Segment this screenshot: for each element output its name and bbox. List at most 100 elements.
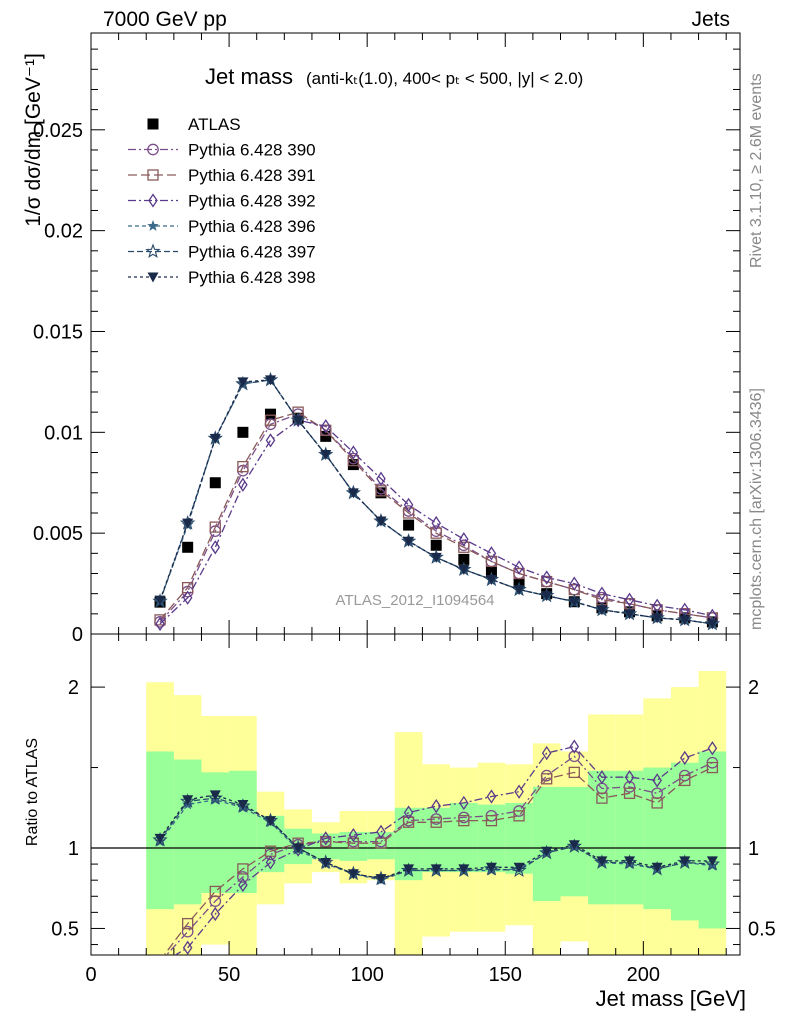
ratio-point-5-14 — [541, 846, 553, 857]
ratio-point-2-0 — [156, 958, 164, 970]
ratio-point-5-9 — [403, 864, 415, 875]
mcplots-source-label: mcplots.cern.ch [arXiv:1306.3436] — [748, 388, 765, 630]
ratio-point-1-9 — [402, 816, 415, 828]
plot-title: Jet mass — [205, 64, 293, 89]
ratio-point-1-20 — [706, 761, 719, 774]
legend-label-4: Pythia 6.428 396 — [188, 217, 316, 236]
main-point-2-11 — [458, 541, 470, 553]
main-line-6 — [159, 379, 713, 625]
main-point-6-20 — [706, 619, 718, 630]
ratio-y-tick-label-right-2: 2 — [748, 677, 759, 699]
main-point-6-14 — [541, 591, 553, 602]
x-tick-label-0: 0 — [85, 964, 96, 986]
ratio-point-5-7 — [347, 869, 359, 880]
main-point-6-3 — [237, 377, 249, 388]
main-point-2-9 — [402, 507, 415, 519]
main-point-6-16 — [596, 605, 608, 616]
ratio-point-5-2 — [209, 790, 221, 801]
legend-marker-3 — [148, 193, 158, 208]
legend-marker-6 — [147, 272, 159, 283]
main-point-3-6 — [320, 419, 331, 434]
ratio-point-1-0 — [154, 954, 166, 955]
main-point-2-14 — [541, 575, 553, 588]
legend-entry-6: Pythia 6.428 398 — [128, 268, 316, 287]
ratio-point-2-9 — [403, 805, 414, 820]
ratio-point-1-6 — [320, 835, 332, 848]
ratio-point-2-3 — [238, 877, 248, 893]
main-point-3-2 — [210, 540, 221, 555]
plot-title-detail: (anti-kₜ(1.0), 400< pₜ < 500, |y| < 2.0) — [306, 69, 583, 88]
main-point-3-16 — [597, 586, 607, 601]
band-1-bin-11 — [450, 802, 478, 873]
main-point-6-4 — [265, 375, 277, 386]
main-point-3-9 — [403, 497, 414, 513]
main-point-2-7 — [347, 454, 360, 467]
band-1-bin-3 — [229, 770, 257, 894]
ratio-point-5-20 — [706, 856, 718, 867]
band-1-bin-19 — [670, 762, 699, 921]
band-1-bin-20 — [698, 751, 727, 929]
legend-entry-3: Pythia 6.428 392 — [128, 192, 316, 211]
ratio-series-5 — [154, 790, 718, 885]
ratio-point-1-7 — [347, 837, 360, 849]
main-point-0-9 — [403, 519, 415, 531]
ratio-point-0-3 — [237, 871, 249, 883]
ratio-point-5-15 — [568, 840, 580, 851]
ratio-point-1-12 — [485, 814, 498, 827]
main-point-2-3 — [237, 460, 249, 473]
legend-entry-2: Pythia 6.428 391 — [128, 166, 316, 185]
ratio-point-1-14 — [541, 773, 553, 785]
ratio-point-4-13 — [511, 862, 527, 878]
legend-label-0: ATLAS — [188, 115, 241, 134]
ratio-point-1-3 — [237, 863, 249, 875]
ratio-point-5-16 — [596, 856, 608, 867]
ratio-point-5-3 — [237, 800, 249, 811]
ratio-point-2-1 — [182, 940, 193, 955]
main-point-3-1 — [182, 590, 193, 605]
main-y-tick-label-0: 0 — [72, 624, 83, 646]
ratio-y-tick-label-right-1: 1 — [748, 838, 759, 860]
band-1-bin-1 — [173, 759, 202, 905]
ratio-point-0-1 — [181, 925, 194, 938]
band-1-bin-16 — [588, 770, 616, 905]
legend-marker-0 — [147, 118, 159, 130]
main-point-2-6 — [320, 424, 332, 436]
main-point-6-1 — [182, 518, 194, 529]
main-point-6-0 — [154, 595, 166, 606]
legend-label-5: Pythia 6.428 397 — [188, 243, 316, 262]
main-point-3-14 — [541, 570, 552, 585]
ratio-point-2-18 — [652, 773, 662, 788]
x-tick-label-150: 150 — [489, 964, 522, 986]
main-line-5 — [159, 379, 713, 625]
ratio-point-1-13 — [513, 810, 525, 822]
legend-label-6: Pythia 6.428 398 — [188, 268, 316, 287]
ratio-point-0-0 — [155, 957, 165, 967]
legend-entry-1: Pythia 6.428 390 — [128, 141, 316, 160]
main-series-4 — [154, 373, 719, 629]
ratio-point-1-15 — [568, 766, 580, 779]
main-point-0-12 — [485, 565, 497, 577]
main-point-3-4 — [265, 433, 276, 448]
main-point-3-12 — [486, 546, 497, 561]
ratio-point-5-10 — [430, 864, 442, 875]
rivet-version-label: Rivet 3.1.10, ≥ 2.6M events — [748, 73, 765, 268]
legend-entry-4: Pythia 6.428 396 — [128, 217, 316, 236]
energy-label: 7000 GeV pp — [103, 8, 227, 31]
main-point-6-12 — [485, 575, 497, 586]
ratio-point-2-17 — [624, 770, 635, 785]
ratio-point-1-17 — [623, 787, 636, 799]
main-point-6-11 — [458, 564, 470, 575]
main-y-tick-label-5: 0.025 — [33, 120, 83, 142]
ratio-plot-series — [152, 739, 721, 970]
ratio-point-5-13 — [513, 862, 525, 873]
main-y-tick-label-3: 0.015 — [33, 321, 83, 343]
ratio-point-4-20 — [704, 856, 721, 871]
ratio-point-5-4 — [265, 816, 277, 827]
main-point-3-8 — [376, 471, 386, 486]
main-point-3-0 — [155, 616, 165, 632]
main-y-tick-label-2: 0.01 — [44, 422, 83, 444]
legend-label-2: Pythia 6.428 391 — [188, 166, 316, 185]
main-series-3 — [155, 413, 718, 632]
